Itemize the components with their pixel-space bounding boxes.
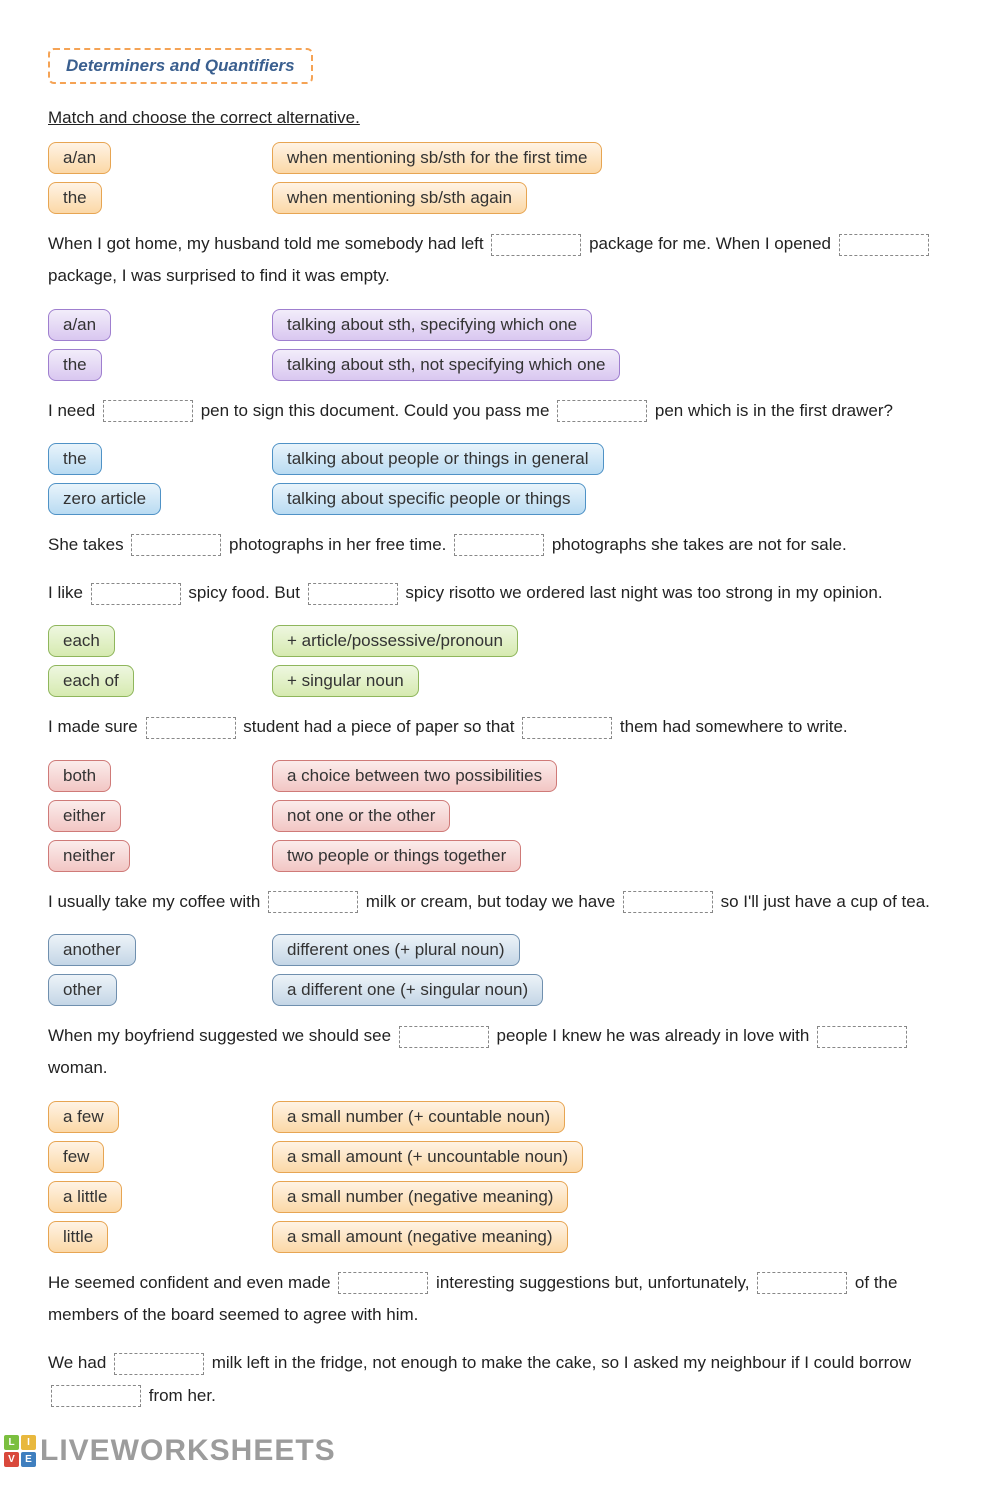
- match-option-right[interactable]: talking about people or things in genera…: [272, 443, 604, 475]
- match-option-left[interactable]: few: [48, 1141, 104, 1173]
- match-row: another different ones (+ plural noun): [48, 934, 952, 966]
- blank-input[interactable]: [491, 234, 581, 256]
- brand-logo: LIVE: [4, 1435, 36, 1467]
- match-row: a/an when mentioning sb/sth for the first…: [48, 142, 952, 174]
- blank-input[interactable]: [817, 1026, 907, 1048]
- fill-sentence: He seemed confident and even made intere…: [48, 1267, 952, 1332]
- worksheet-title: Determiners and Quantifiers: [48, 48, 313, 84]
- blank-input[interactable]: [146, 717, 236, 739]
- brand-square: V: [4, 1452, 19, 1467]
- blank-input[interactable]: [131, 534, 221, 556]
- blank-input[interactable]: [308, 583, 398, 605]
- blank-input[interactable]: [338, 1272, 428, 1294]
- fill-sentence: When my boyfriend suggested we should se…: [48, 1020, 952, 1085]
- match-option-right[interactable]: different ones (+ plural noun): [272, 934, 520, 966]
- match-option-left[interactable]: either: [48, 800, 121, 832]
- match-option-right[interactable]: a small number (negative meaning): [272, 1181, 568, 1213]
- match-option-left[interactable]: each: [48, 625, 115, 657]
- blank-input[interactable]: [114, 1353, 204, 1375]
- match-option-right[interactable]: talking about sth, specifying which one: [272, 309, 592, 341]
- fill-sentence: We had milk left in the fridge, not enou…: [48, 1347, 952, 1412]
- match-option-right[interactable]: + article/possessive/pronoun: [272, 625, 518, 657]
- brand-footer: LIVE LIVEWORKSHEETS: [0, 1434, 1000, 1468]
- blank-input[interactable]: [522, 717, 612, 739]
- match-row: the talking about people or things in gen…: [48, 443, 952, 475]
- match-option-left[interactable]: little: [48, 1221, 108, 1253]
- match-option-left[interactable]: a few: [48, 1101, 119, 1133]
- match-option-right[interactable]: a choice between two possibilities: [272, 760, 557, 792]
- fill-sentence: When I got home, my husband told me some…: [48, 228, 952, 293]
- fill-sentence: She takes photographs in her free time. …: [48, 529, 952, 561]
- fill-sentence: I like spicy food. But spicy risotto we …: [48, 577, 952, 609]
- match-option-left[interactable]: another: [48, 934, 136, 966]
- match-option-right[interactable]: a different one (+ singular noun): [272, 974, 543, 1006]
- match-option-left[interactable]: a little: [48, 1181, 122, 1213]
- match-row: each + article/possessive/pronoun: [48, 625, 952, 657]
- match-row: either not one or the other: [48, 800, 952, 832]
- match-row: the when mentioning sb/sth again: [48, 182, 952, 214]
- brand-square: L: [4, 1435, 19, 1450]
- match-row: the talking about sth, not specifying whi…: [48, 349, 952, 381]
- match-row: each of + singular noun: [48, 665, 952, 697]
- match-option-right[interactable]: a small number (+ countable noun): [272, 1101, 565, 1133]
- match-row: other a different one (+ singular noun): [48, 974, 952, 1006]
- blank-input[interactable]: [103, 400, 193, 422]
- blank-input[interactable]: [268, 891, 358, 913]
- match-row: a/an talking about sth, specifying which …: [48, 309, 952, 341]
- match-option-left[interactable]: the: [48, 443, 102, 475]
- match-row: a few a small number (+ countable noun): [48, 1101, 952, 1133]
- match-option-left[interactable]: zero article: [48, 483, 161, 515]
- match-option-right[interactable]: a small amount (+ uncountable noun): [272, 1141, 583, 1173]
- match-option-left[interactable]: a/an: [48, 309, 111, 341]
- match-option-left[interactable]: other: [48, 974, 117, 1006]
- match-row: few a small amount (+ uncountable noun): [48, 1141, 952, 1173]
- match-option-left[interactable]: a/an: [48, 142, 111, 174]
- fill-sentence: I usually take my coffee with milk or cr…: [48, 886, 952, 918]
- blank-input[interactable]: [399, 1026, 489, 1048]
- blank-input[interactable]: [51, 1385, 141, 1407]
- blank-input[interactable]: [557, 400, 647, 422]
- blank-input[interactable]: [757, 1272, 847, 1294]
- match-option-right[interactable]: talking about specific people or things: [272, 483, 586, 515]
- match-row: both a choice between two possibilities: [48, 760, 952, 792]
- match-option-left[interactable]: each of: [48, 665, 134, 697]
- match-option-left[interactable]: neither: [48, 840, 130, 872]
- brand-text: LIVEWORKSHEETS: [40, 1434, 336, 1468]
- blank-input[interactable]: [839, 234, 929, 256]
- blank-input[interactable]: [91, 583, 181, 605]
- match-option-right[interactable]: not one or the other: [272, 800, 450, 832]
- match-row: zero article talking about specific peopl…: [48, 483, 952, 515]
- blank-input[interactable]: [623, 891, 713, 913]
- instruction-text: Match and choose the correct alternative…: [48, 108, 952, 128]
- blank-input[interactable]: [454, 534, 544, 556]
- groups-container: a/an when mentioning sb/sth for the first…: [48, 142, 952, 1412]
- brand-square: I: [21, 1435, 36, 1450]
- match-option-right[interactable]: + singular noun: [272, 665, 419, 697]
- fill-sentence: I made sure student had a piece of paper…: [48, 711, 952, 743]
- match-option-right[interactable]: two people or things together: [272, 840, 521, 872]
- fill-sentence: I need pen to sign this document. Could …: [48, 395, 952, 427]
- match-option-left[interactable]: both: [48, 760, 111, 792]
- match-option-right[interactable]: when mentioning sb/sth for the first tim…: [272, 142, 602, 174]
- match-option-right[interactable]: when mentioning sb/sth again: [272, 182, 527, 214]
- match-option-left[interactable]: the: [48, 349, 102, 381]
- match-option-right[interactable]: a small amount (negative meaning): [272, 1221, 568, 1253]
- match-row: a little a small number (negative meaning…: [48, 1181, 952, 1213]
- brand-square: E: [21, 1452, 36, 1467]
- match-row: neither two people or things together: [48, 840, 952, 872]
- match-option-right[interactable]: talking about sth, not specifying which …: [272, 349, 620, 381]
- match-option-left[interactable]: the: [48, 182, 102, 214]
- match-row: little a small amount (negative meaning): [48, 1221, 952, 1253]
